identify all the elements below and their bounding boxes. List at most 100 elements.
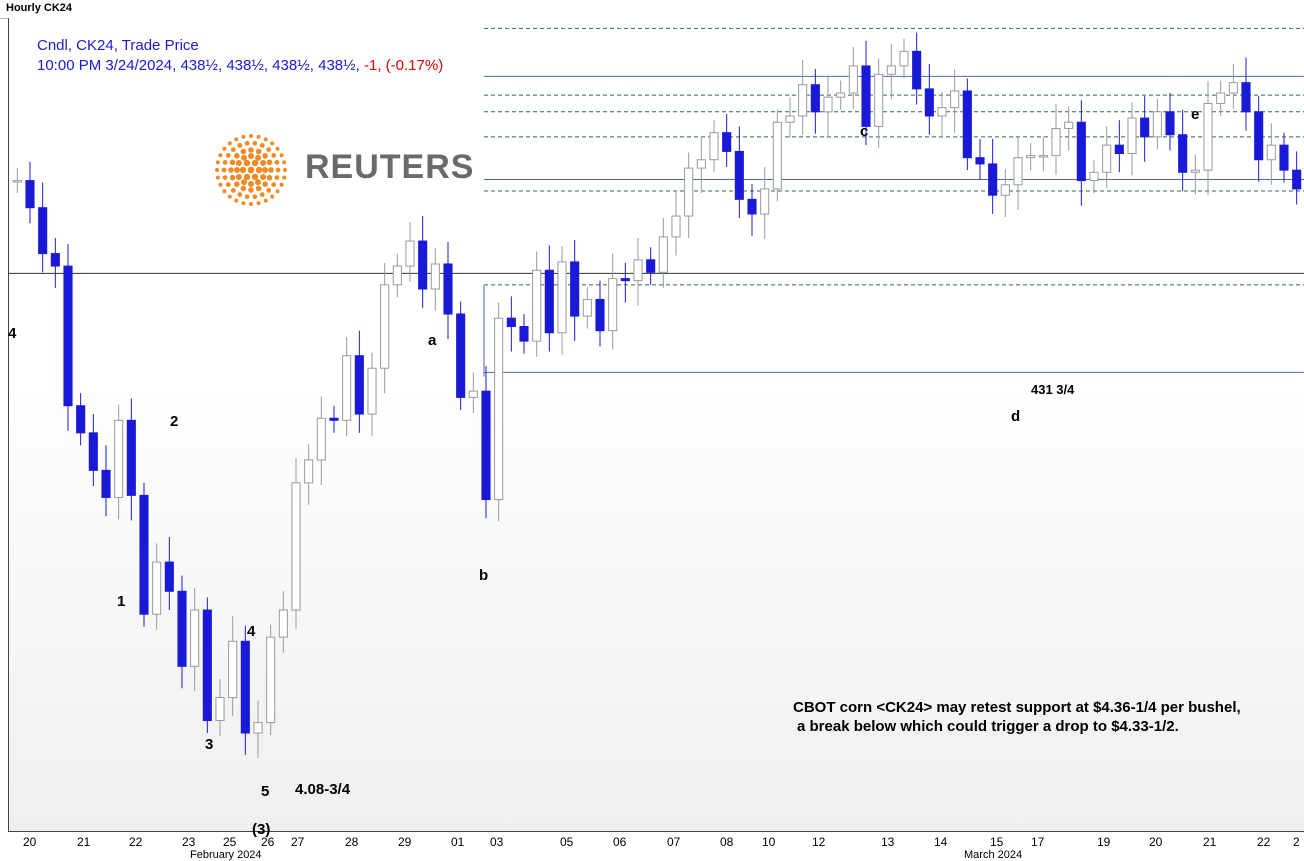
candle-body-82 [1051,127,1061,157]
window-title: Hourly CK24 [6,2,73,14]
wave-label-4-top: 4 [8,325,17,342]
logo-dot-68 [218,182,223,187]
candle-body-51 [658,236,668,273]
x-tick-label: 21 [77,835,91,849]
logo-dot-67 [222,189,227,194]
wave-label-5: 5 [261,783,270,800]
x-tick-label: 05 [560,835,574,849]
logo-dot-43 [225,182,231,187]
x-tick-label: 19 [1097,835,1111,849]
candle-body-80 [1026,155,1036,159]
candle-body-44 [570,261,580,317]
candle-body-29 [380,284,390,369]
logo-dot-center [247,166,255,174]
candle-body-78 [1000,184,1010,196]
candle-body-17 [228,640,238,699]
candle-body-32 [418,240,428,290]
candle-body-19 [253,722,263,734]
logo-dot-16 [255,154,261,161]
logo-dot-12 [234,167,240,173]
logo-dot-66 [227,194,232,199]
x-tick-label: 15 [990,835,1004,849]
x-tick-label: 26 [261,835,275,849]
candle-body-70 [899,50,909,67]
logo-dot-62 [256,201,261,206]
logo-dot-27 [229,159,236,166]
candle-body-13 [177,590,187,667]
logo-dot-42 [230,188,236,193]
logo-dot-1 [251,173,259,181]
x-tick-label: 21 [1203,835,1217,849]
candle-body-100 [1279,144,1289,171]
x-tick-label: 27 [291,835,305,849]
candle-body-8 [114,419,124,498]
logo-dot-4 [243,159,251,167]
x-tick-label: 07 [667,835,681,849]
candle-body-75 [962,90,972,159]
candle-body-6 [88,432,98,471]
x-tick-label: 08 [720,835,734,849]
candle-body-59 [760,188,770,215]
candle-body-18 [240,640,250,734]
x-tick-label: 12 [812,835,826,849]
logo-dot-82 [279,153,284,158]
logo-dot-64 [241,201,246,206]
logo-dot-50 [244,140,250,146]
reuters-dot-globe-icon [215,134,287,206]
logo-dot-79 [263,137,268,142]
x-tick-label: 20 [23,835,37,849]
x-tick-label: 20 [1149,835,1163,849]
logo-dot-44 [222,175,228,181]
logo-dot-24 [234,181,240,187]
candle-body-60 [772,121,782,190]
candle-body-67 [861,65,871,127]
candle-body-56 [722,132,732,152]
x-tick-label: 25 [223,835,237,849]
month-label: March 2024 [964,849,1023,861]
series-datetime: 10:00 PM 3/24/2024, [37,57,181,74]
logo-dot-56 [283,168,287,172]
candle-body-26 [342,355,352,421]
logo-dot-25 [229,174,236,181]
logo-dot-65 [234,198,239,203]
candle-body-9 [126,419,136,496]
candle-body-40 [519,326,529,342]
logo-dot-15 [248,153,254,159]
value-low: 438½ [272,57,310,74]
logo-dot-80 [270,141,275,146]
candle-body-43 [557,261,567,334]
candle-body-47 [608,278,618,332]
logo-dot-69 [215,175,220,180]
logo-dot-61 [263,198,268,203]
candle-body-85 [1089,171,1099,182]
logo-dot-76 [241,134,246,139]
logo-dot-58 [279,182,284,187]
candle-body-35 [456,313,466,398]
logo-dot-53 [266,147,272,152]
candle-body-94 [1203,102,1213,171]
candle-body-57 [734,150,744,200]
logo-dot-78 [256,134,261,139]
logo-dot-32 [262,153,268,159]
month-label: February 2024 [190,849,262,861]
x-tick-label: 29 [398,835,412,849]
logo-dot-51 [252,140,258,146]
logo-dot-46 [222,159,228,165]
logo-dot-74 [227,141,232,146]
candle-body-2 [38,207,48,255]
logo-dot-29 [240,148,247,155]
candle-body-52 [671,215,681,238]
candle-body-12 [164,561,174,592]
logo-dot-55 [274,159,280,165]
candle-body-69 [886,65,896,75]
candle-body-87 [1114,144,1124,154]
candle-body-33 [430,263,440,290]
low-price-label: 4.08-3/4 [295,781,351,798]
reuters-logo: REUTERS [203,128,473,216]
value-change: -1, (-0.17%) [364,57,444,74]
candle-body-89 [1140,117,1150,138]
x-tick-label: 13 [881,835,895,849]
series-values: 10:00 PM 3/24/2024, 438½, 438½, 438½, 43… [37,57,444,74]
candle-body-77 [988,163,998,196]
